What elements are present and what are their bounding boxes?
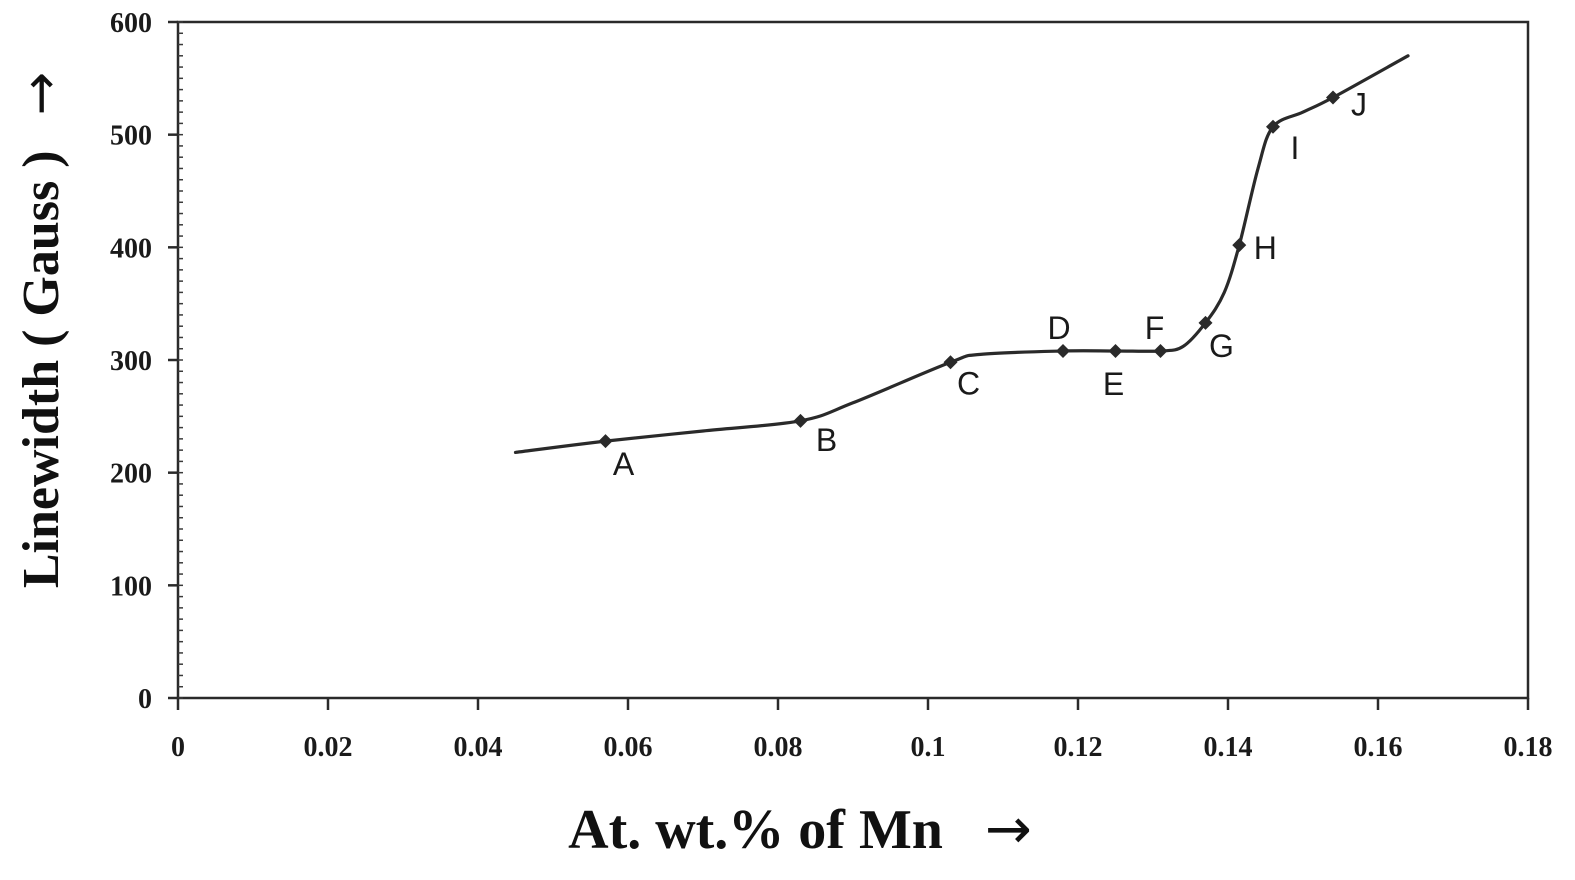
data-marker-e (1108, 343, 1123, 358)
data-marker-i (1266, 119, 1280, 134)
data-point-label-d: D (1047, 310, 1070, 346)
x-axis-arrow: → (985, 797, 1032, 862)
data-marker-a (598, 434, 613, 449)
x-tick-label: 0.16 (1354, 732, 1403, 763)
x-tick-label: 0.14 (1204, 732, 1253, 763)
data-marker-g (1198, 315, 1213, 330)
data-point-label-e: E (1103, 366, 1124, 402)
y-tick-label: 600 (110, 8, 152, 39)
data-point-labels: A B C DEF G H I J (613, 86, 1367, 482)
data-marker-f (1153, 343, 1168, 358)
y-tick-label: 200 (110, 459, 152, 490)
data-point-label-i: I (1291, 130, 1300, 166)
data-marker-j (1326, 90, 1340, 105)
data-point-label-a: A (613, 446, 635, 482)
x-tick-label: 0.12 (1054, 732, 1103, 763)
y-tick-label: 100 (110, 571, 152, 602)
data-point-label-j: J (1351, 86, 1367, 122)
data-point-label-c: C (957, 365, 980, 401)
data-point-label-b: B (816, 422, 837, 458)
y-tick-label: 500 (110, 121, 152, 152)
y-tick-label: 0 (138, 684, 152, 715)
x-axis-tick-labels: 0 0.02 0.04 0.06 0.08 0.1 0.12 0.14 0.16 0.18 (171, 732, 1553, 763)
x-tick-label: 0.08 (754, 732, 803, 763)
data-marker-c (943, 355, 958, 370)
x-tick-label: 0.18 (1504, 732, 1553, 763)
y-tick-label: 400 (110, 233, 152, 264)
data-marker-b (793, 413, 808, 428)
data-point-label-f: F (1145, 310, 1165, 346)
data-point-label-g: G (1209, 328, 1234, 364)
y-axis-title-text: Linewidth ( Gauss ) (13, 150, 70, 588)
x-tick-label: 0.1 (911, 732, 946, 763)
y-axis-title: Linewidth ( Gauss ) → (11, 72, 71, 588)
y-tick-label: 300 (110, 346, 152, 377)
data-point-label-h: H (1254, 230, 1277, 266)
y-minor-ticks (178, 21, 183, 699)
y-axis-ticks (168, 20, 178, 700)
x-axis-ticks (176, 698, 1530, 710)
y-axis-arrow: → (11, 72, 71, 116)
x-tick-label: 0.02 (304, 732, 353, 763)
x-tick-label: 0.06 (604, 732, 653, 763)
data-markers (598, 90, 1340, 449)
y-axis-tick-labels: 0 100 200 300 400 500 600 (110, 8, 152, 715)
x-tick-label: 0.04 (454, 732, 503, 763)
x-axis-title: At. wt.% of Mn → (568, 797, 1032, 862)
data-marker-h (1232, 238, 1247, 253)
data-marker-d (1056, 343, 1070, 358)
x-tick-label: 0 (171, 732, 185, 763)
x-axis-title-text: At. wt.% of Mn (568, 799, 943, 861)
